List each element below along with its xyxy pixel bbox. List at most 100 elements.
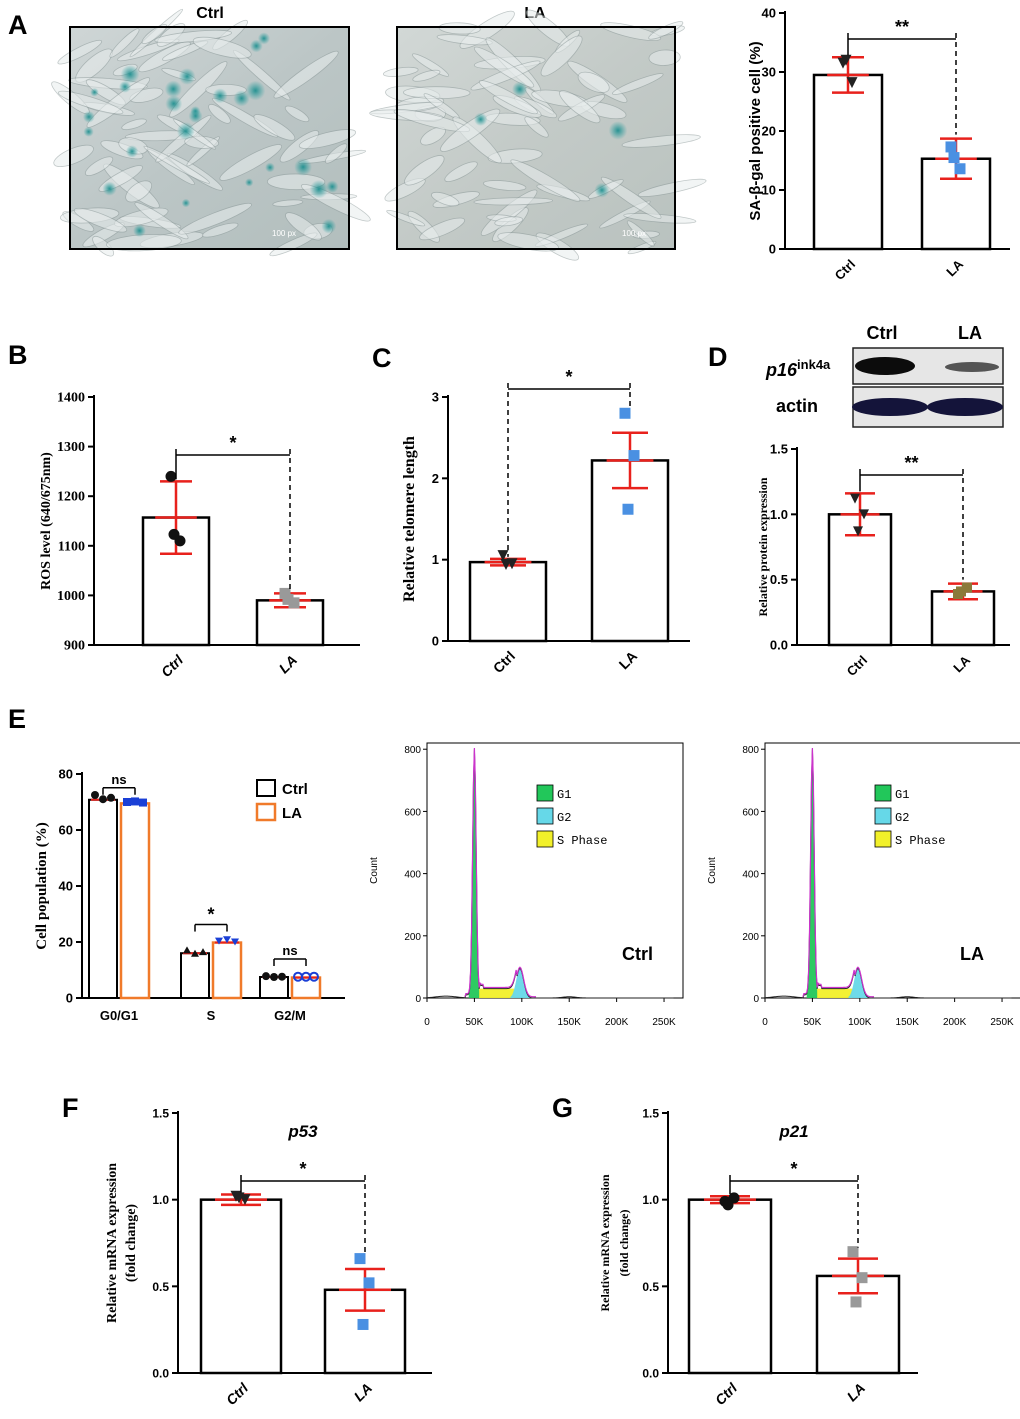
x-tick-label: 250K	[990, 1017, 1014, 1028]
data-point	[619, 407, 631, 419]
cell	[444, 161, 478, 182]
legend-swatch-la	[255, 802, 277, 822]
cell	[482, 180, 527, 191]
x-tick-label: Ctrl	[712, 1379, 741, 1408]
y-axis-label-2: (fold change)	[617, 1210, 631, 1277]
stain-spot	[83, 126, 94, 137]
data-point	[165, 470, 177, 482]
y-tick-label: 0.5	[152, 1280, 169, 1294]
y-tick-label: 20	[762, 124, 776, 139]
data-point	[363, 1277, 375, 1289]
y-tick-label: 1400	[57, 391, 85, 406]
western-blot: Ctrl LA p16ink4a actin	[765, 323, 1004, 428]
y-tick-label: 0	[432, 634, 439, 649]
x-tick-label: G0/G1	[100, 1008, 138, 1023]
stain-spot	[244, 178, 254, 187]
cell	[141, 24, 168, 45]
stain-spot	[178, 68, 196, 85]
data-point	[270, 973, 278, 981]
y-tick-label: 400	[404, 870, 421, 881]
data-point	[948, 152, 960, 164]
chart-p21: 0.0 0.5 1.0 1.5 Relative mRNA expression (fol…	[598, 1107, 918, 1408]
legend-swatch	[874, 830, 892, 848]
cell	[494, 216, 524, 227]
stain-spot	[188, 108, 203, 123]
cell	[510, 159, 581, 202]
data-point	[91, 791, 99, 799]
legend-label-la: LA	[282, 805, 302, 822]
data-point	[497, 550, 509, 562]
y-tick-label: 10	[762, 183, 776, 198]
x-tick-label: Ctrl	[844, 653, 870, 679]
x-tick-label: 250K	[652, 1017, 676, 1028]
stain-spot	[309, 179, 329, 199]
cell	[626, 220, 655, 247]
data-point	[233, 1192, 245, 1204]
data-point	[288, 597, 300, 609]
bar-ctrl	[468, 560, 548, 643]
legend-label: S Phase	[895, 834, 945, 848]
histogram-label: Ctrl	[622, 944, 653, 964]
band-actin-ctrl	[852, 398, 928, 416]
fit-envelope	[802, 747, 875, 998]
y-axis-label: Count	[707, 857, 718, 884]
panel-label-e: E	[8, 704, 26, 734]
data-point	[847, 1246, 859, 1258]
cell	[324, 143, 348, 164]
y-tick-label: 1.0	[770, 507, 788, 522]
data-point	[231, 938, 239, 946]
stain-spot	[265, 162, 275, 173]
chart-title: p53	[287, 1122, 318, 1141]
stain-spot	[325, 180, 339, 193]
data-point	[139, 798, 147, 807]
micrograph-la: 100 px	[369, 9, 707, 261]
cell	[559, 90, 601, 124]
y-tick-label: 1	[432, 552, 439, 567]
y-tick-label: 600	[404, 807, 421, 818]
cell	[143, 145, 210, 184]
panel-label-c: C	[372, 343, 392, 373]
cell	[134, 202, 189, 240]
histogram-label: LA	[960, 944, 984, 964]
y-tick-label: 1.5	[770, 442, 788, 457]
fit-envelope	[464, 747, 537, 998]
significance-mark: **	[904, 453, 918, 473]
y-axis-label: Relative telomere length	[401, 436, 418, 602]
data-point	[840, 54, 852, 66]
cell	[403, 86, 471, 100]
stain-spot	[164, 80, 182, 98]
significance-mark: *	[565, 367, 572, 387]
data-point	[123, 798, 131, 806]
y-tick-label: 30	[762, 65, 776, 80]
x-tick-label: LA	[276, 652, 301, 677]
y-tick-label: 0	[415, 994, 421, 1005]
x-tick-label: S	[207, 1008, 216, 1023]
blot-row-actin: actin	[776, 396, 818, 416]
stain-spot	[294, 158, 313, 176]
band-p16-ctrl	[855, 357, 915, 375]
significance-mark: *	[790, 1159, 797, 1179]
cell	[473, 197, 553, 206]
x-tick-label: Ctrl	[158, 651, 187, 680]
y-tick-label: 200	[404, 932, 421, 943]
y-axis-label: Relative mRNA expression	[105, 1163, 120, 1323]
data-point	[183, 946, 191, 954]
cell	[540, 35, 583, 77]
y-tick-label: 1300	[57, 440, 85, 455]
y-tick-label: 80	[59, 767, 73, 782]
histogram-line	[764, 749, 1012, 999]
cell	[121, 118, 147, 131]
cell	[611, 73, 664, 95]
panel-label-g: G	[552, 1093, 573, 1123]
x-tick-label: 50K	[804, 1017, 822, 1028]
y-tick-label: 0.0	[642, 1367, 659, 1381]
stain-spot	[321, 218, 337, 234]
cell	[621, 134, 701, 148]
cell	[178, 202, 252, 235]
cell	[57, 90, 124, 115]
data-point	[850, 1296, 862, 1308]
y-tick-label: 0	[769, 242, 776, 257]
y-tick-label: 60	[59, 823, 73, 838]
data-point	[223, 936, 231, 944]
bar-ctrl	[812, 73, 884, 251]
